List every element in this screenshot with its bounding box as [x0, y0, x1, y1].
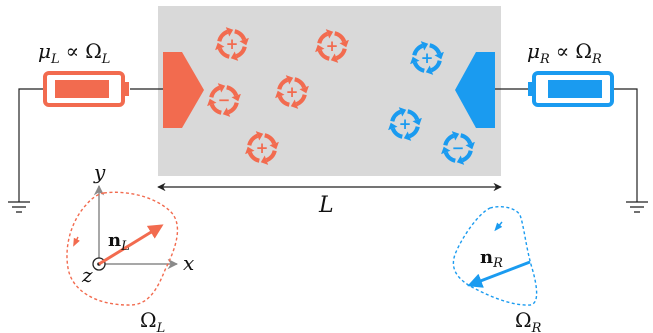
swirl-particle-icon: + — [410, 41, 444, 75]
region-right-label: ΩR — [515, 308, 542, 333]
swirl-particle-icon: − — [441, 131, 475, 165]
particle-charge-sign: + — [399, 115, 412, 133]
particle-charge-sign: + — [286, 83, 299, 101]
swirl-particle-icon: + — [315, 29, 349, 63]
swirl-particle-icon: + — [215, 27, 249, 61]
particle-charge-sign: + — [226, 35, 239, 53]
swirl-particle-icon: + — [245, 131, 279, 165]
particle-charge-sign: − — [452, 139, 465, 157]
particle-charge-sign: + — [421, 49, 434, 67]
left-region-direction-arrow — [73, 236, 80, 247]
left-battery-label: μL ∝ ΩL — [38, 39, 110, 67]
normal-left-label: nL — [108, 230, 130, 254]
particle-layer: + + − + + + + − — [207, 27, 475, 165]
normal-right-arrow — [467, 260, 531, 288]
right-wire — [495, 88, 638, 202]
x-axis-label: x — [183, 251, 194, 275]
swirl-particle-icon: − — [207, 83, 241, 117]
y-axis-label: y — [93, 160, 106, 184]
z-axis-label: z — [81, 263, 93, 287]
left-wire — [18, 88, 163, 202]
left-reservoir-arrow — [163, 52, 204, 128]
ground-icon — [626, 201, 648, 213]
region-right-outline — [452, 206, 538, 306]
normal-right-label: nR — [480, 247, 503, 271]
right-region-direction-arrow — [494, 221, 503, 232]
battery-icon — [528, 71, 614, 107]
swirl-particle-icon: + — [275, 75, 309, 109]
length-label: L — [318, 193, 334, 218]
particle-charge-sign: + — [256, 139, 269, 157]
region-left-outline — [66, 191, 179, 306]
ground-icon — [8, 201, 30, 213]
particle-charge-sign: − — [218, 91, 231, 109]
right-reservoir-arrow — [455, 52, 495, 128]
swirl-particle-icon: + — [388, 107, 422, 141]
normal-left-arrow — [98, 224, 164, 266]
region-left-label: ΩL — [140, 308, 165, 333]
battery-icon — [43, 71, 129, 107]
right-battery-label: μR ∝ ΩR — [527, 39, 602, 67]
particle-charge-sign: + — [326, 37, 339, 55]
